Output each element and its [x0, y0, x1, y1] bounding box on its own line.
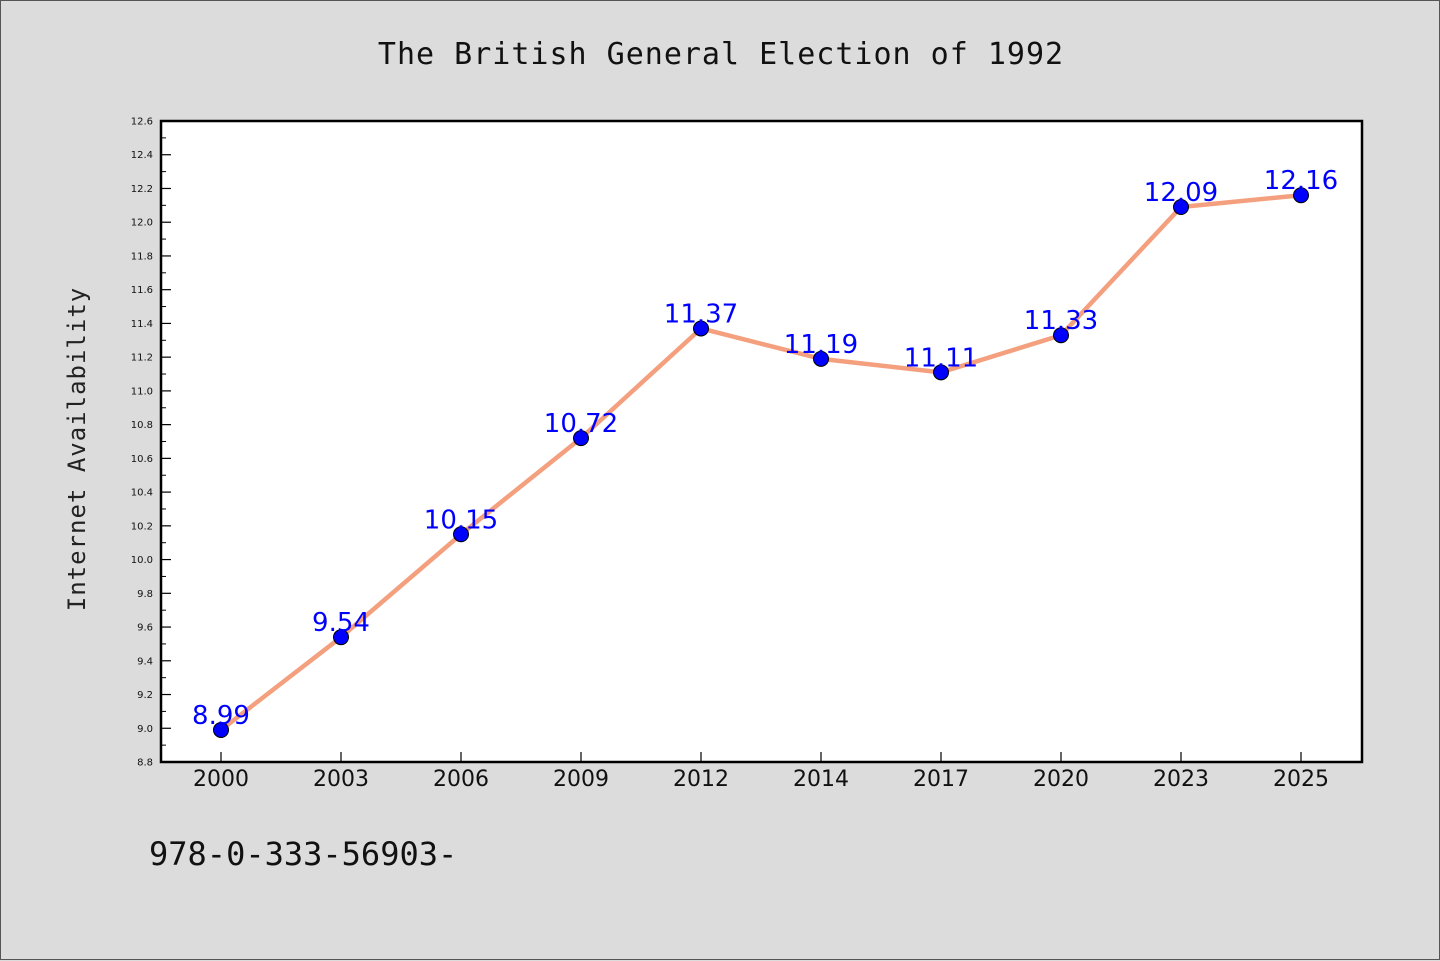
data-point [693, 320, 709, 337]
y-tick-label: 10.8 [131, 420, 153, 431]
y-tick-label: 11.8 [131, 251, 153, 262]
data-point [1293, 187, 1309, 204]
data-point [1053, 327, 1069, 344]
x-tick-label: 2006 [433, 767, 489, 792]
x-tick-label: 2025 [1273, 767, 1329, 792]
data-label: 9.54 [312, 608, 370, 638]
x-tick-label: 2014 [793, 767, 849, 792]
y-tick-label: 11.2 [131, 353, 153, 364]
y-axis-ticks: 8.8 9.0 9.2 9.4 9.6 9.8 10.0 10.2 10.4 10.6 10.8 11… [131, 117, 171, 769]
data-label: 11.11 [904, 343, 978, 373]
chart-title: The British General Election of 1992 [378, 37, 1064, 72]
data-label: 8.99 [192, 701, 250, 731]
y-tick-label: 9.2 [137, 690, 153, 701]
x-tick-label: 2020 [1033, 767, 1089, 792]
data-point [573, 430, 589, 447]
y-tick-label: 10.0 [131, 555, 153, 566]
x-tick-label: 2009 [553, 767, 609, 792]
data-point [333, 629, 349, 646]
y-tick-label: 10.6 [131, 454, 153, 465]
x-tick-label: 2003 [313, 767, 369, 792]
data-point [1173, 199, 1189, 216]
y-tick-label: 10.4 [131, 488, 153, 499]
y-tick-label: 9.8 [137, 589, 153, 600]
data-label: 10.72 [544, 409, 618, 439]
y-tick-label: 9.6 [137, 623, 153, 634]
y-tick-label: 11.6 [131, 285, 153, 296]
footer-isbn-text: 978-0-333-56903- [149, 835, 457, 873]
x-tick-label: 2017 [913, 767, 969, 792]
x-tick-label: 2023 [1153, 767, 1209, 792]
y-tick-label: 12.4 [131, 150, 153, 161]
data-point [453, 526, 469, 543]
y-tick-label: 9.0 [137, 724, 153, 735]
x-tick-label: 2012 [673, 767, 729, 792]
data-label: 11.19 [784, 330, 858, 360]
y-tick-label: 11.0 [131, 386, 153, 397]
data-label: 12.09 [1144, 178, 1218, 208]
y-tick-label: 8.8 [137, 758, 153, 769]
x-axis-ticks: 2000 2003 2006 2009 2012 2014 2017 2020 2023 2025 [193, 752, 1329, 792]
x-tick-label: 2000 [193, 767, 249, 792]
data-point [813, 350, 829, 367]
y-tick-label: 12.0 [131, 218, 153, 229]
data-label: 11.33 [1024, 306, 1098, 336]
y-tick-label: 10.2 [131, 521, 153, 532]
series-line [218, 192, 1304, 733]
y-tick-label: 9.4 [137, 656, 153, 667]
series-group: 8.99 9.54 10.15 10.72 11.37 11.19 11.11 11.33 12… [192, 166, 1338, 738]
data-label: 12.16 [1264, 166, 1338, 196]
data-point [213, 721, 229, 738]
plot-area [159, 119, 1364, 764]
y-tick-label: 12.2 [131, 184, 153, 195]
data-label: 10.15 [424, 505, 498, 535]
data-point [933, 364, 949, 381]
y-axis-label: Internet Availability [63, 287, 91, 611]
y-tick-label: 11.4 [131, 319, 153, 330]
data-label: 11.37 [664, 299, 738, 329]
y-tick-label: 12.6 [131, 117, 153, 128]
